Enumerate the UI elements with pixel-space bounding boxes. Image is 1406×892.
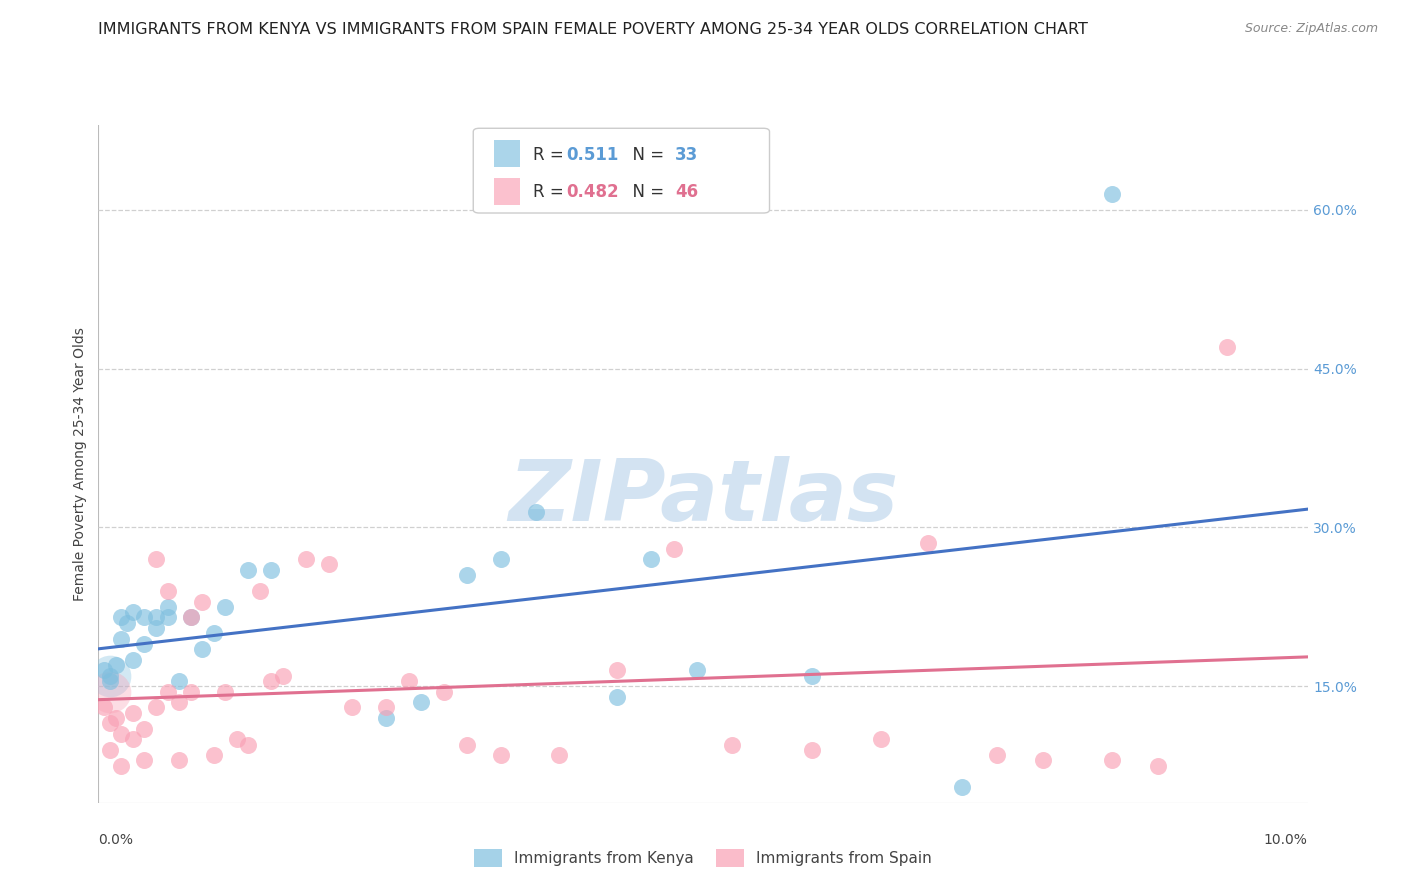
Point (664, 541, 686, 556)
Point (167, 695, 190, 709)
Point (398, 673, 420, 688)
Text: 0.0%: 0.0% (98, 833, 134, 847)
Point (145, 700, 167, 714)
Text: R =: R = (533, 184, 568, 202)
FancyBboxPatch shape (474, 128, 769, 213)
Point (98, 669, 121, 683)
Point (1032, 753, 1054, 767)
Point (202, 626, 225, 640)
Point (110, 727, 132, 741)
Point (801, 743, 824, 757)
Point (180, 610, 202, 624)
Point (98, 669, 121, 683)
Point (134, 722, 156, 736)
Text: N =: N = (621, 184, 669, 202)
Point (122, 706, 145, 720)
Point (156, 584, 179, 599)
Point (104, 658, 127, 673)
Point (98, 673, 121, 688)
Point (134, 753, 156, 767)
Point (456, 738, 478, 752)
Point (433, 684, 456, 698)
Point (122, 605, 145, 619)
Point (986, 748, 1008, 763)
Point (156, 610, 179, 624)
Text: IMMIGRANTS FROM KENYA VS IMMIGRANTS FROM SPAIN FEMALE POVERTY AMONG 25-34 YEAR O: IMMIGRANTS FROM KENYA VS IMMIGRANTS FROM… (98, 22, 1088, 37)
Point (456, 568, 478, 582)
Point (104, 711, 127, 725)
Point (145, 610, 167, 624)
Point (134, 637, 156, 651)
Point (1101, 186, 1123, 201)
Text: 0.511: 0.511 (567, 146, 619, 164)
Point (191, 642, 214, 657)
Point (110, 632, 132, 646)
Point (606, 664, 628, 678)
Point (548, 748, 571, 763)
Point (249, 584, 271, 599)
Text: 0.482: 0.482 (567, 184, 619, 202)
Text: N =: N = (621, 146, 669, 164)
Point (93, 664, 115, 678)
Point (236, 563, 259, 577)
Point (318, 558, 340, 572)
Text: Source: ZipAtlas.com: Source: ZipAtlas.com (1244, 22, 1378, 36)
Point (260, 563, 283, 577)
FancyBboxPatch shape (494, 140, 520, 168)
Point (180, 684, 202, 698)
Point (375, 711, 398, 725)
Point (524, 504, 547, 518)
Point (98, 684, 121, 698)
Point (180, 610, 202, 624)
Point (134, 610, 156, 624)
Point (409, 695, 432, 709)
Point (720, 738, 742, 752)
Legend: Immigrants from Kenya, Immigrants from Spain: Immigrants from Kenya, Immigrants from S… (468, 843, 938, 873)
Text: R =: R = (533, 146, 568, 164)
Point (606, 690, 628, 704)
Point (375, 700, 398, 714)
Point (156, 599, 179, 614)
Point (122, 732, 145, 747)
Point (214, 599, 236, 614)
Point (145, 621, 167, 635)
Point (1147, 758, 1170, 772)
Text: ZIPatlas: ZIPatlas (508, 456, 898, 540)
Point (145, 552, 167, 566)
Point (801, 669, 824, 683)
Point (110, 758, 132, 772)
Point (236, 738, 259, 752)
Point (491, 552, 513, 566)
Point (156, 684, 179, 698)
Point (340, 700, 363, 714)
Point (917, 536, 939, 550)
Text: 10.0%: 10.0% (1264, 833, 1308, 847)
Point (225, 732, 247, 747)
Point (491, 748, 513, 763)
Point (167, 753, 190, 767)
Point (1216, 340, 1239, 354)
Point (686, 664, 709, 678)
Point (870, 732, 893, 747)
Point (98, 743, 121, 757)
FancyBboxPatch shape (494, 178, 520, 204)
Point (167, 673, 190, 688)
Point (294, 552, 316, 566)
Text: 46: 46 (675, 184, 699, 202)
Point (191, 594, 214, 608)
Text: 33: 33 (675, 146, 699, 164)
Point (1101, 753, 1123, 767)
Point (98, 716, 121, 731)
Point (115, 615, 138, 630)
Point (93, 700, 115, 714)
Point (640, 552, 662, 566)
Point (110, 610, 132, 624)
Point (202, 748, 225, 763)
Point (950, 780, 973, 794)
Point (214, 684, 236, 698)
Point (271, 669, 294, 683)
Point (122, 653, 145, 667)
Y-axis label: Female Poverty Among 25-34 Year Olds: Female Poverty Among 25-34 Year Olds (73, 326, 87, 601)
Point (260, 673, 283, 688)
